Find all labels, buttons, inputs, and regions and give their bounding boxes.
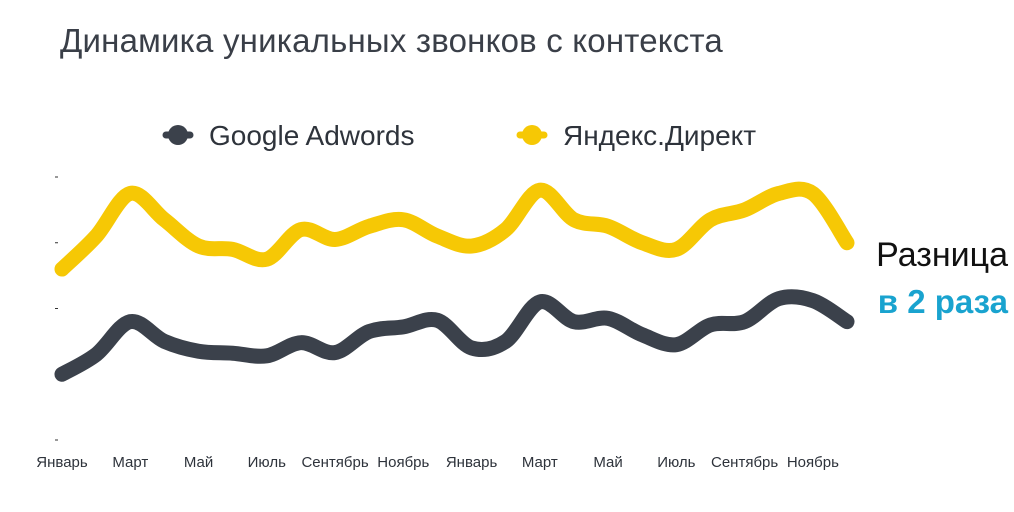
series-line-google-adwords (54, 289, 855, 382)
data-point-yandex-direct (159, 215, 169, 225)
series-group (54, 181, 855, 382)
data-point-google-adwords (535, 297, 545, 307)
data-point-google-adwords (364, 327, 374, 337)
data-point-google-adwords (808, 296, 818, 306)
x-tick-label: Май (184, 454, 213, 471)
data-point-google-adwords (774, 294, 784, 304)
data-point-yandex-direct (705, 215, 715, 225)
data-point-google-adwords (228, 348, 238, 358)
x-tick-label: Сентябрь (301, 454, 368, 471)
data-point-yandex-direct (637, 238, 647, 248)
x-tick-label: Январь (446, 454, 498, 471)
data-point-yandex-direct (467, 241, 477, 251)
data-point-google-adwords (57, 369, 67, 379)
data-point-google-adwords (705, 320, 715, 330)
data-point-yandex-direct (501, 225, 511, 235)
data-point-yandex-direct (262, 254, 272, 264)
data-point-google-adwords (262, 351, 272, 361)
data-point-yandex-direct (125, 188, 135, 198)
data-point-yandex-direct (842, 238, 852, 248)
data-point-yandex-direct (194, 241, 204, 251)
callout-ratio: в 2 раза (877, 283, 1008, 320)
data-point-google-adwords (296, 338, 306, 348)
x-tick-label: Январь (36, 454, 88, 471)
x-tick-label: Март (112, 454, 148, 471)
data-point-google-adwords (603, 313, 613, 323)
data-point-google-adwords (330, 348, 340, 358)
data-point-yandex-direct (432, 231, 442, 241)
legend-label-yandex-direct: Яндекс.Директ (563, 120, 756, 151)
data-point-google-adwords (125, 317, 135, 327)
data-point-yandex-direct (535, 185, 545, 195)
data-point-yandex-direct (808, 188, 818, 198)
data-point-yandex-direct (603, 221, 613, 231)
callout-difference: Разница (876, 236, 1008, 274)
data-point-yandex-direct (296, 225, 306, 235)
data-point-yandex-direct (398, 215, 408, 225)
y-axis-ticks (55, 176, 58, 441)
data-point-yandex-direct (364, 221, 374, 231)
series-line-yandex-direct (54, 181, 855, 277)
data-point-google-adwords (398, 322, 408, 332)
data-point-google-adwords (432, 315, 442, 325)
x-tick-label: Июль (657, 454, 695, 471)
data-point-google-adwords (159, 336, 169, 346)
data-point-google-adwords (194, 346, 204, 356)
legend: Google Adwords Яндекс.Директ (162, 120, 756, 151)
legend-label-google-adwords: Google Adwords (209, 120, 414, 151)
data-point-google-adwords (501, 336, 511, 346)
x-tick-label: Сентябрь (711, 454, 778, 471)
data-point-yandex-direct (57, 264, 67, 274)
legend-swatch-dot-google-adwords (168, 125, 188, 145)
chart-title: Динамика уникальных звонков с контекста (60, 22, 723, 59)
data-point-yandex-direct (330, 234, 340, 244)
x-tick-label: Ноябрь (787, 454, 839, 471)
data-point-yandex-direct (671, 244, 681, 254)
data-point-yandex-direct (91, 231, 101, 241)
data-point-yandex-direct (228, 244, 238, 254)
data-point-google-adwords (467, 343, 477, 353)
data-point-yandex-direct (740, 205, 750, 215)
legend-swatch-dot-yandex-direct (522, 125, 542, 145)
data-point-google-adwords (91, 350, 101, 360)
data-point-google-adwords (569, 317, 579, 327)
data-point-google-adwords (740, 317, 750, 327)
x-axis-labels: Январь Март Май Июль Сентябрь Ноябрь Январь Мар… (36, 454, 839, 471)
data-point-google-adwords (637, 330, 647, 340)
data-point-google-adwords (842, 317, 852, 327)
data-point-yandex-direct (774, 188, 784, 198)
x-tick-label: Июль (248, 454, 286, 471)
x-tick-label: Май (593, 454, 622, 471)
x-tick-label: Март (522, 454, 558, 471)
x-tick-label: Ноябрь (377, 454, 429, 471)
data-point-google-adwords (671, 340, 681, 350)
data-point-yandex-direct (569, 215, 579, 225)
